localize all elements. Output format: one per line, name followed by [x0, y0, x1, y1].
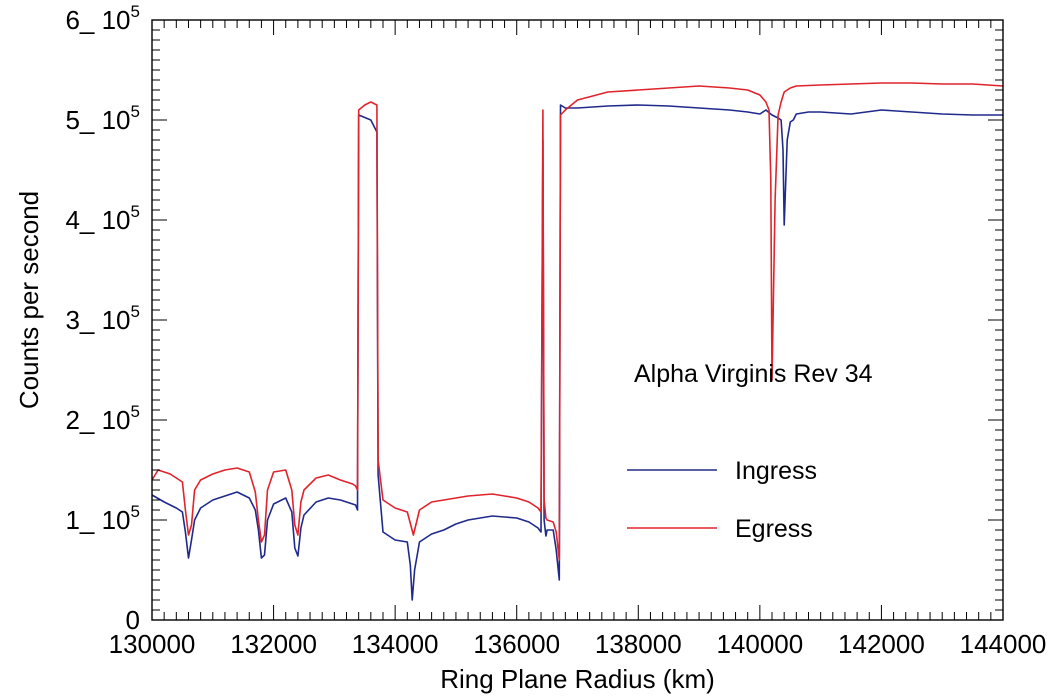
y-tick-mantissa: 4_ 10 [65, 205, 130, 235]
y-tick-label: 5_ 105 [65, 102, 140, 135]
y-tick-mantissa: 0 [126, 605, 140, 635]
y-tick-mantissa: 2_ 10 [65, 405, 130, 435]
legend: Ingress Egress [627, 457, 817, 543]
x-axis-title: Ring Plane Radius (km) [440, 664, 715, 694]
y-tick-exponent: 5 [131, 2, 140, 21]
legend-label-egress: Egress [735, 515, 813, 543]
y-tick-label: 1_ 105 [65, 502, 140, 535]
y-tick-label: 6_ 105 [65, 2, 140, 35]
x-tick-label: 134000 [352, 629, 439, 659]
chart-annotation: Alpha Virginis Rev 34 [634, 360, 873, 388]
y-tick-mantissa: 1_ 10 [65, 505, 130, 535]
series-layer [151, 82, 1004, 601]
y-tick-label: 0 [126, 605, 140, 635]
legend-label-ingress: Ingress [735, 457, 817, 485]
x-tick-label: 140000 [716, 629, 803, 659]
y-tick-mantissa: 6_ 10 [65, 5, 130, 35]
y-tick-mantissa: 3_ 10 [65, 305, 130, 335]
x-tick-label: 138000 [595, 629, 682, 659]
y-tick-exponent: 5 [131, 302, 140, 321]
x-tick-label: 142000 [838, 629, 925, 659]
y-tick-label: 3_ 105 [65, 302, 140, 335]
x-tick-label: 130000 [109, 629, 196, 659]
labels-layer: 130000 132000 134000 136000 138000 140000 1420… [65, 2, 1046, 659]
y-tick-exponent: 5 [131, 202, 140, 221]
x-tick-label: 136000 [473, 629, 560, 659]
x-tick-label: 144000 [960, 629, 1047, 659]
y-axis-title: Counts per second [14, 191, 44, 409]
y-tick-exponent: 5 [131, 402, 140, 421]
y-tick-exponent: 5 [131, 502, 140, 521]
series-line-ingress [151, 104, 1003, 601]
ticks-layer [151, 19, 1004, 621]
y-tick-label: 2_ 105 [65, 402, 140, 435]
y-tick-exponent: 5 [131, 102, 140, 121]
series-line-egress [151, 82, 1004, 561]
y-tick-label: 4_ 105 [65, 202, 140, 235]
y-tick-mantissa: 5_ 10 [65, 105, 130, 135]
x-tick-label: 132000 [230, 629, 317, 659]
